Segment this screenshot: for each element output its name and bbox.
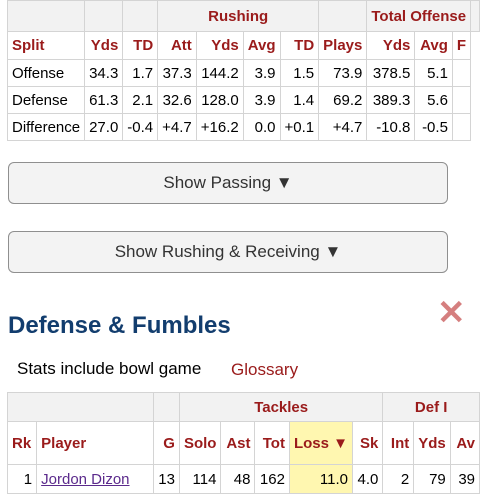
cell: 389.3 <box>366 86 416 114</box>
col-yds[interactable]: Yds <box>84 31 124 60</box>
col-cutoff[interactable]: F <box>451 31 472 60</box>
cell: 1.7 <box>122 59 159 87</box>
cell <box>451 86 472 114</box>
col-rush-att[interactable]: Att <box>157 31 197 60</box>
close-icon[interactable]: ✕ <box>437 294 466 332</box>
col-player[interactable]: Player <box>36 421 154 465</box>
cell: 128.0 <box>195 86 244 114</box>
col-avg[interactable]: Av <box>449 421 480 465</box>
section-title: Defense & Fumbles <box>8 312 231 339</box>
col-ast[interactable]: Ast <box>220 421 256 465</box>
show-rushing-receiving-button[interactable]: Show Rushing & Receiving ▼ <box>8 231 448 273</box>
cell: -0.4 <box>122 113 159 141</box>
cell: 144.2 <box>195 59 244 87</box>
cell: 34.3 <box>84 59 124 87</box>
glossary-link[interactable]: Glossary <box>231 360 299 379</box>
cell: 162 <box>254 464 290 494</box>
col-int[interactable]: Int <box>382 421 415 465</box>
cell: 3.9 <box>242 86 281 114</box>
cell: +0.1 <box>279 113 320 141</box>
cell: +4.7 <box>157 113 197 141</box>
cell: 3.9 <box>242 59 281 87</box>
cell: 37.3 <box>157 59 197 87</box>
offense-table-container: Rushing Total Offense Split Yds TD Att Y… <box>0 0 480 148</box>
cell: 1.4 <box>279 86 320 114</box>
total-offense-group-header: Total Offense <box>366 0 472 32</box>
cell: 69.2 <box>318 86 368 114</box>
cell: -0.5 <box>414 113 453 141</box>
show-passing-button[interactable]: Show Passing ▼ <box>8 162 448 204</box>
cell: 4.0 <box>351 464 384 494</box>
cell: 39 <box>449 464 480 494</box>
blank-group-cell <box>84 0 124 32</box>
rank-cell: 1 <box>6 464 38 494</box>
blank-group-cell <box>152 392 180 422</box>
table-row: 1 Jordon Dizon 13 114 48 162 11.0 4.0 2 … <box>6 464 480 494</box>
cell: 5.1 <box>414 59 453 87</box>
table-row: Difference 27.0 -0.4 +4.7 +16.2 0.0 +0.1… <box>6 113 480 141</box>
player-link[interactable]: Jordon Dizon <box>41 470 130 488</box>
blank-group-cell <box>318 0 368 32</box>
cell: 114 <box>178 464 222 494</box>
blank-group-cell <box>470 0 480 32</box>
col-sk[interactable]: Sk <box>351 421 384 465</box>
stats-note: Stats include bowl game <box>17 359 202 378</box>
cell: 73.9 <box>318 59 368 87</box>
col-rush-yds[interactable]: Yds <box>195 31 244 60</box>
cell: 5.6 <box>414 86 453 114</box>
cell: -10.8 <box>366 113 416 141</box>
cell: 11.0 <box>288 464 353 494</box>
col-split[interactable]: Split <box>6 31 86 60</box>
cell: 2 <box>382 464 415 494</box>
def-int-group-header: Def I <box>382 392 480 422</box>
cell: 61.3 <box>84 86 124 114</box>
cell <box>451 113 472 141</box>
col-loss-sorted[interactable]: Loss ▼ <box>288 421 353 465</box>
cell <box>451 59 472 87</box>
rushing-group-header: Rushing <box>157 0 320 32</box>
col-td[interactable]: TD <box>122 31 159 60</box>
col-plays[interactable]: Plays <box>318 31 368 60</box>
blank-group-cell <box>122 0 159 32</box>
cell: 48 <box>220 464 256 494</box>
cell: 2.1 <box>122 86 159 114</box>
col-rush-td[interactable]: TD <box>279 31 320 60</box>
col-yds[interactable]: Yds <box>413 421 451 465</box>
defense-table: Tackles Def I Rk Player G Solo Ast Tot L… <box>6 392 480 494</box>
table-row: Offense 34.3 1.7 37.3 144.2 3.9 1.5 73.9… <box>6 59 480 87</box>
col-tot[interactable]: Tot <box>254 421 290 465</box>
col-solo[interactable]: Solo <box>178 421 222 465</box>
cell: 32.6 <box>157 86 197 114</box>
tackles-group-header: Tackles <box>178 392 384 422</box>
defense-table-container: Tackles Def I Rk Player G Solo Ast Tot L… <box>0 392 480 500</box>
row-label: Offense <box>6 59 86 87</box>
col-rk[interactable]: Rk <box>6 421 38 465</box>
cell: 13 <box>152 464 180 494</box>
blank-group-cell <box>7 392 154 422</box>
offense-stats-table: Rushing Total Offense Split Yds TD Att Y… <box>6 0 480 141</box>
cell: +16.2 <box>195 113 244 141</box>
cell: 378.5 <box>366 59 416 87</box>
col-rush-avg[interactable]: Avg <box>242 31 281 60</box>
cell: 27.0 <box>84 113 124 141</box>
col-tot-yds[interactable]: Yds <box>366 31 416 60</box>
row-label: Difference <box>6 113 86 141</box>
corner-cell <box>6 0 86 32</box>
cell: 79 <box>413 464 451 494</box>
cell: 1.5 <box>279 59 320 87</box>
col-g[interactable]: G <box>152 421 180 465</box>
player-cell: Jordon Dizon <box>36 464 154 494</box>
table-row: Defense 61.3 2.1 32.6 128.0 3.9 1.4 69.2… <box>6 86 480 114</box>
row-label: Defense <box>6 86 86 114</box>
cell: +4.7 <box>318 113 368 141</box>
col-tot-avg[interactable]: Avg <box>414 31 453 60</box>
cell: 0.0 <box>242 113 281 141</box>
